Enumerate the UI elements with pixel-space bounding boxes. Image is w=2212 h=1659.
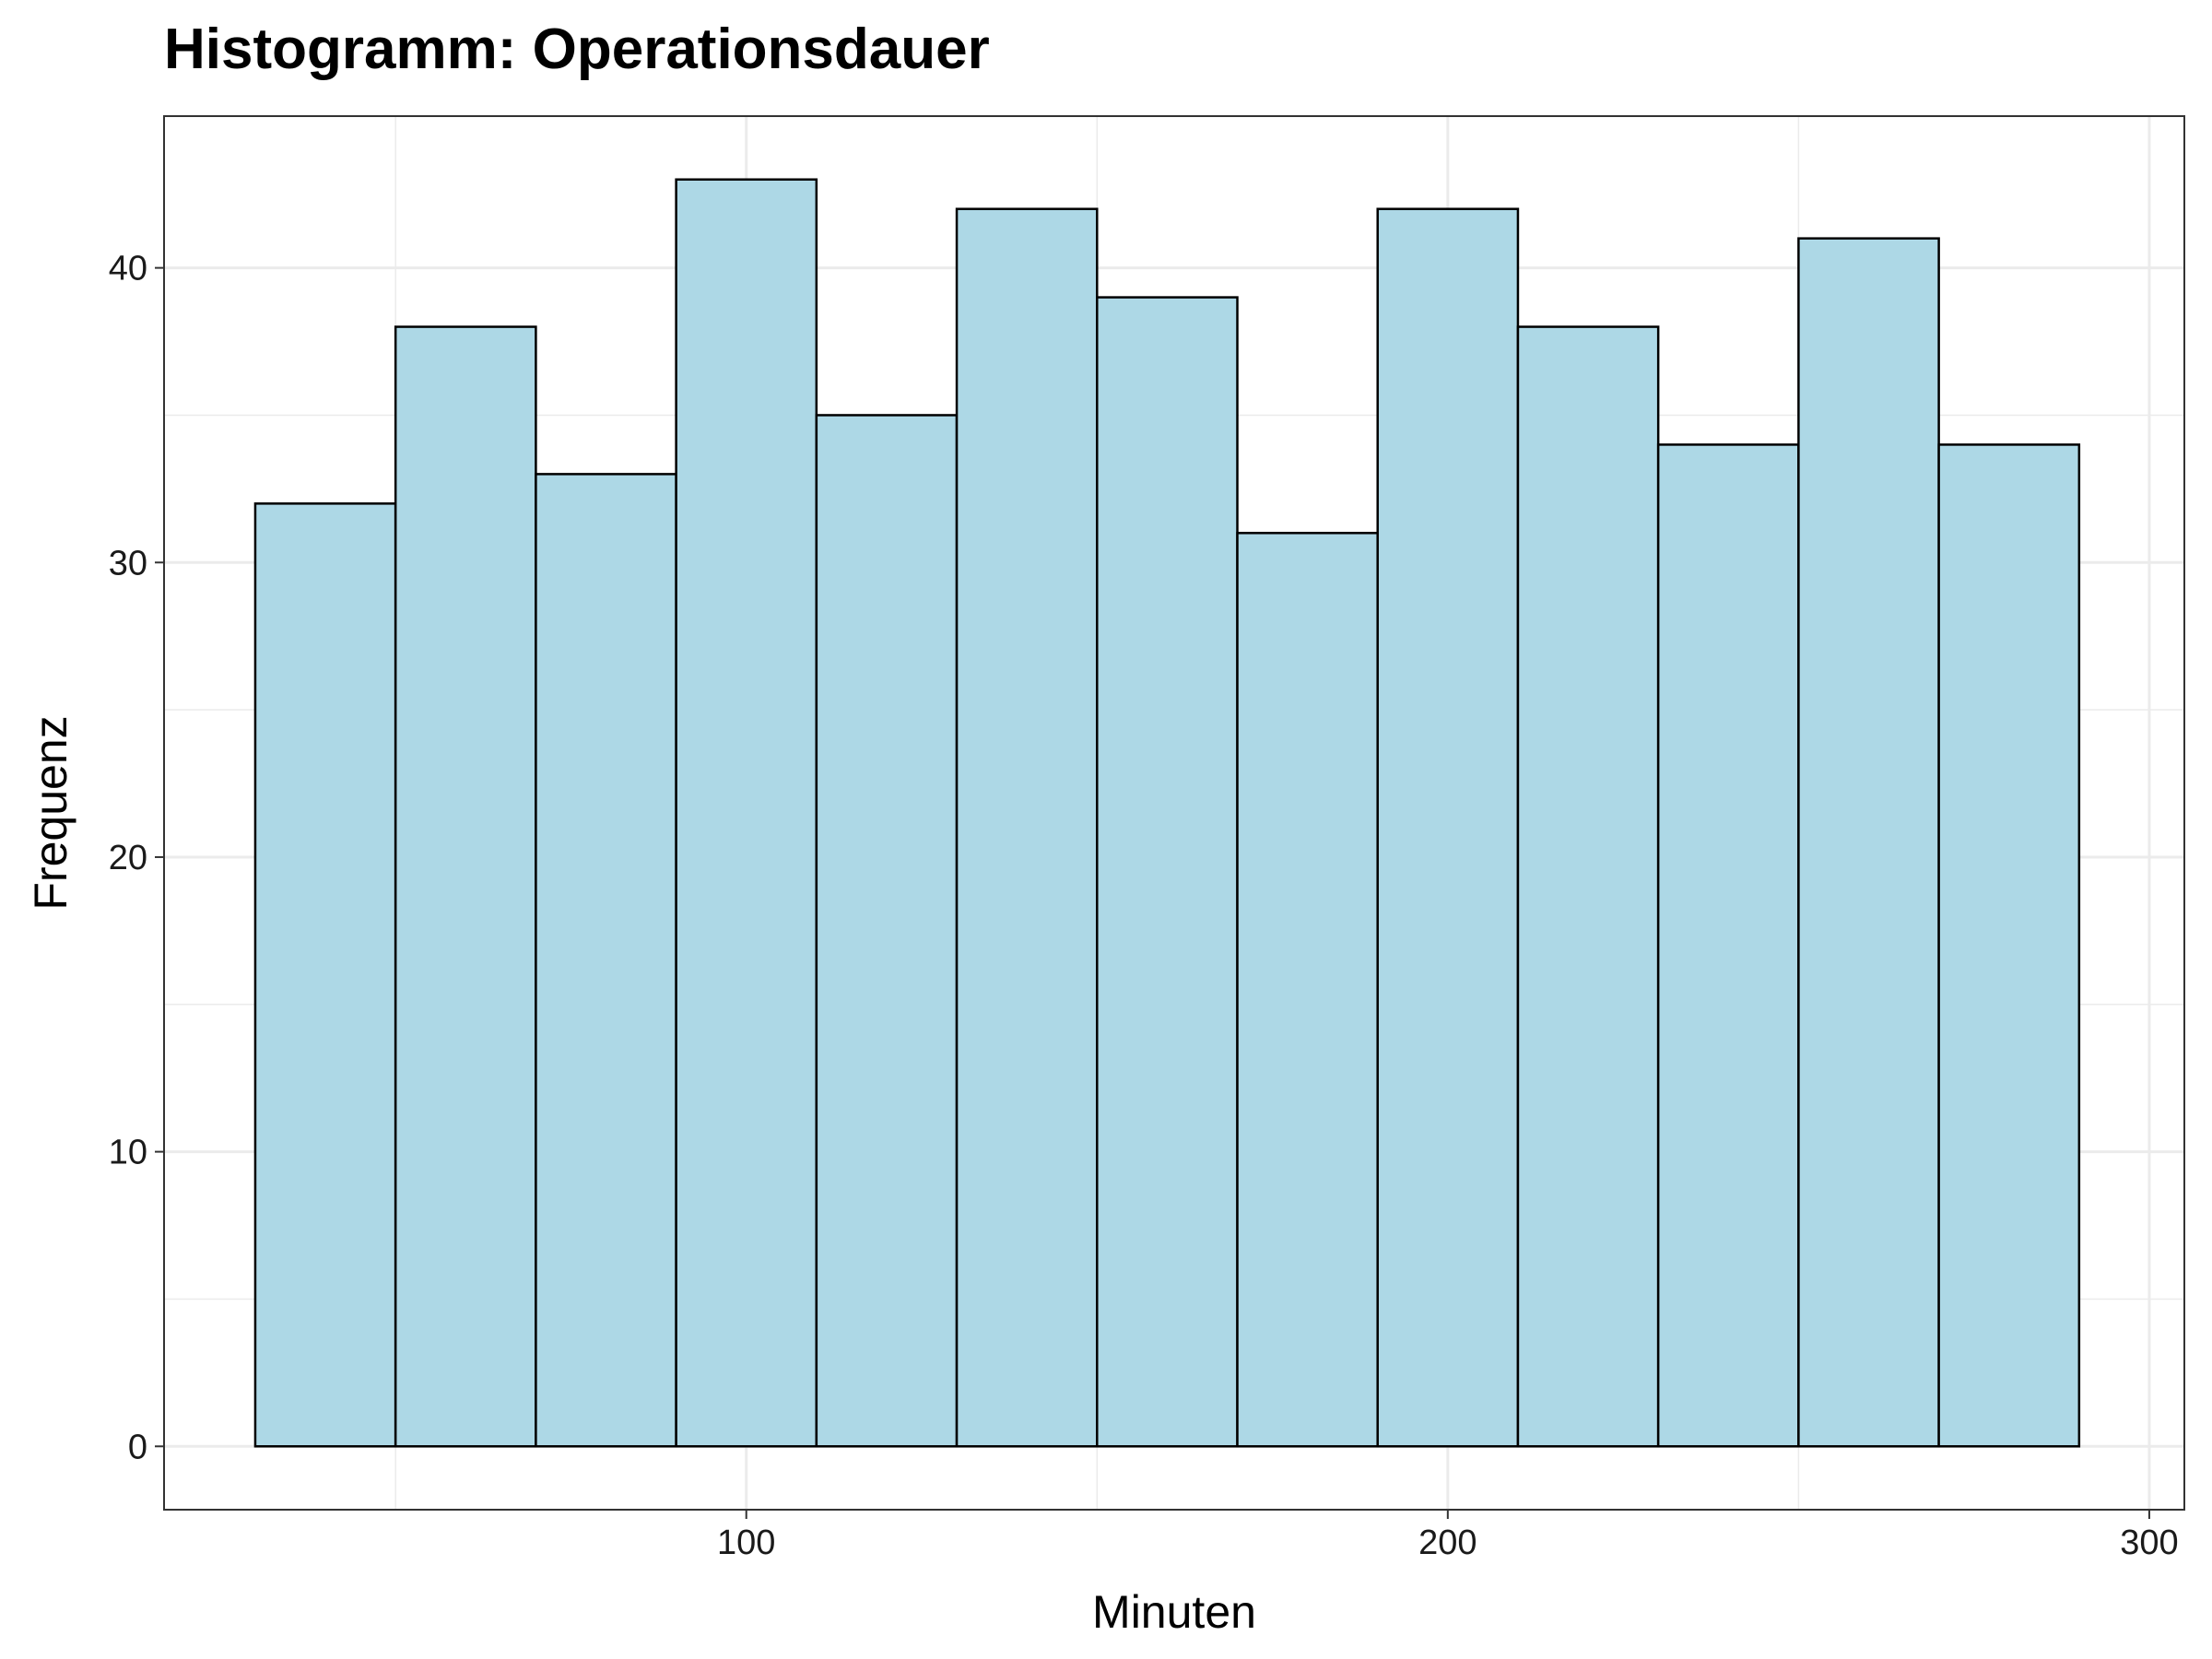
histogram-bar xyxy=(675,178,818,1448)
x-axis-title: Minuten xyxy=(1092,1586,1256,1638)
histogram-bar xyxy=(1376,207,1520,1448)
chart-title: Histogramm: Operationsdauer xyxy=(164,18,990,81)
histogram-bar xyxy=(955,207,1099,1448)
y-axis-title: Frequenz xyxy=(25,715,76,910)
histogram-bar xyxy=(1236,532,1379,1448)
histogram-bar xyxy=(1797,237,1940,1448)
y-tick-label: 0 xyxy=(128,1428,147,1466)
y-tick-label: 10 xyxy=(109,1134,147,1172)
x-tick-label: 100 xyxy=(717,1524,775,1562)
histogram-bar xyxy=(1937,443,2081,1448)
histogram-bar xyxy=(394,325,537,1448)
histogram-bar xyxy=(1656,443,1800,1448)
histogram-bar xyxy=(1096,296,1239,1448)
histogram-bar xyxy=(253,502,397,1448)
histogram-bar xyxy=(815,414,959,1448)
histogram-bars xyxy=(253,178,2081,1448)
histogram-bar xyxy=(535,473,677,1448)
y-tick-label: 30 xyxy=(109,544,147,582)
axis-ticks: 100 200 300 0 10 20 30 40 xyxy=(109,250,2179,1562)
x-tick-label: 200 xyxy=(1418,1524,1477,1562)
y-tick-label: 40 xyxy=(109,250,147,288)
histogram-bar xyxy=(1516,325,1660,1448)
x-tick-label: 300 xyxy=(2120,1524,2178,1562)
panel-border xyxy=(163,115,2185,1511)
y-tick-label: 20 xyxy=(109,839,147,877)
